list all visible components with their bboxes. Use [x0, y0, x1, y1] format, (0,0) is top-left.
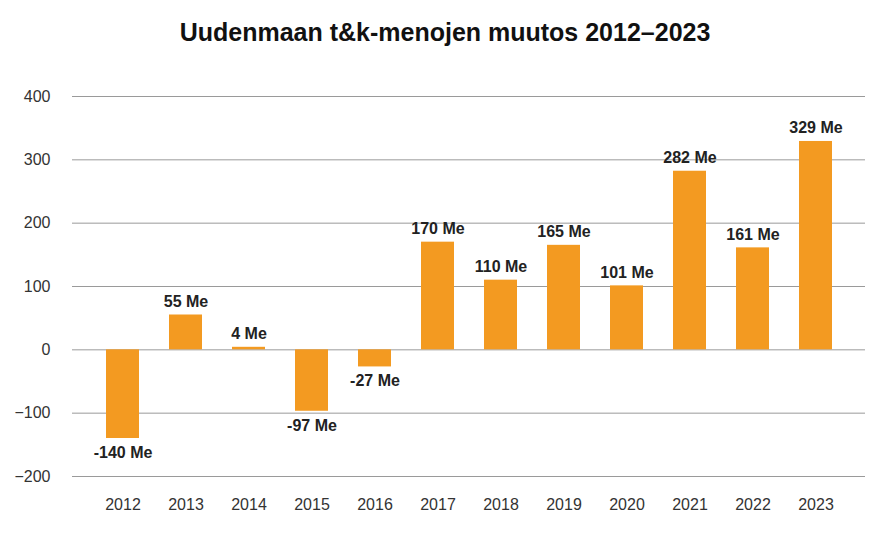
svg-text:2020: 2020: [609, 496, 645, 513]
svg-text:4 Me: 4 Me: [231, 325, 267, 342]
svg-text:2013: 2013: [168, 496, 204, 513]
svg-text:282 Me: 282 Me: [663, 149, 716, 166]
svg-text:-27 Me: -27 Me: [350, 372, 400, 389]
svg-text:0: 0: [42, 341, 51, 358]
svg-text:55 Me: 55 Me: [164, 293, 209, 310]
svg-text:2014: 2014: [231, 496, 267, 513]
svg-text:300: 300: [24, 151, 51, 168]
svg-text:329 Me: 329 Me: [789, 119, 842, 136]
svg-text:400: 400: [24, 88, 51, 105]
svg-text:110 Me: 110 Me: [475, 258, 528, 275]
html-text:Uudenmaan t&k-menojen muutos 2: Uudenmaan t&k-menojen muutos 2012–2023: [179, 18, 711, 46]
svg-text:2021: 2021: [672, 496, 708, 513]
svg-text:2018: 2018: [483, 496, 519, 513]
svg-text:2022: 2022: [735, 496, 771, 513]
svg-text:100: 100: [24, 278, 51, 295]
svg-text:101 Me: 101 Me: [600, 264, 653, 281]
svg-text:170 Me: 170 Me: [411, 220, 464, 237]
svg-text:−100: −100: [14, 404, 50, 421]
svg-text:2015: 2015: [294, 496, 330, 513]
svg-text:-140 Me: -140 Me: [94, 444, 153, 461]
svg-text:2019: 2019: [546, 496, 582, 513]
svg-text:200: 200: [24, 214, 51, 231]
svg-text:2012: 2012: [105, 496, 141, 513]
svg-text:2017: 2017: [420, 496, 456, 513]
svg-text:-97 Me: -97 Me: [287, 417, 337, 434]
svg-text:2023: 2023: [798, 496, 834, 513]
svg-text:2016: 2016: [357, 496, 393, 513]
svg-text:161 Me: 161 Me: [726, 226, 779, 243]
svg-text:−200: −200: [14, 468, 50, 485]
svg-text:165 Me: 165 Me: [537, 223, 590, 240]
